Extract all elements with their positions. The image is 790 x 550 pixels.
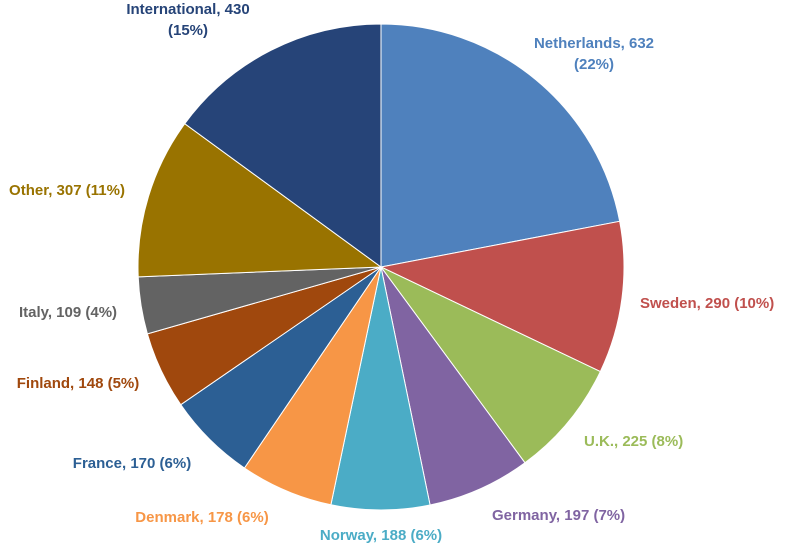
data-label-italy: Italy, 109 (4%) [19,304,117,321]
data-label-line: Italy, 109 (4%) [19,304,117,321]
data-label-u-k-: U.K., 225 (8%) [584,433,683,450]
pie-slice-other [137,123,383,278]
data-label-germany: Germany, 197 (7%) [492,507,625,524]
data-label-line: U.K., 225 (8%) [584,433,683,450]
data-label-line: Norway, 188 (6%) [320,527,442,544]
pie-slice-u-k- [380,266,602,464]
data-label-line: Netherlands, 632 [534,35,654,52]
data-label-denmark: Denmark, 178 (6%) [135,509,268,526]
data-label-finland: Finland, 148 (5%) [17,375,140,392]
pie-slice-sweden [379,220,625,373]
data-label-line: (22%) [574,56,614,73]
data-label-france: France, 170 (6%) [73,455,191,472]
pie-slice-germany [380,266,526,506]
data-label-line: (15%) [168,22,208,39]
pie-slice-international [184,23,382,268]
data-label-line: International, 430 [126,1,249,18]
data-label-international: International, 430 (15%) [126,1,249,39]
data-label-line: Finland, 148 (5%) [17,375,140,392]
data-label-line: Other, 307 (11%) [9,182,125,199]
data-label-sweden: Sweden, 290 (10%) [640,295,774,312]
data-label-netherlands: Netherlands, 632 (22%) [534,35,654,73]
pie-slice-netherlands [380,23,621,268]
data-label-norway: Norway, 188 (6%) [320,527,442,544]
data-label-line: Germany, 197 (7%) [492,507,625,524]
data-label-other: Other, 307 (11%) [9,182,125,199]
data-label-line: France, 170 (6%) [73,455,191,472]
data-label-line: Denmark, 178 (6%) [135,509,268,526]
data-label-line: Sweden, 290 (10%) [640,295,774,312]
